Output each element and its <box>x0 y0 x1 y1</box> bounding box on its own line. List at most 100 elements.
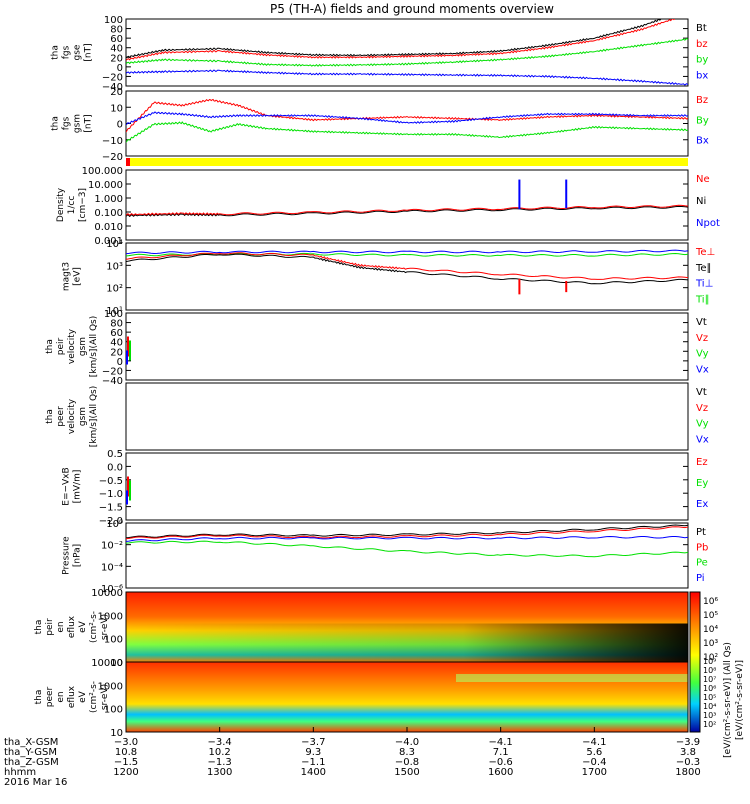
colorbar-tick: 10² <box>703 720 716 729</box>
legend-entry: Pt <box>696 527 706 538</box>
y-tick-label: 0.0 <box>107 462 123 473</box>
y-tick-label: 100 <box>104 705 123 716</box>
y-axis-label: peir <box>45 618 55 636</box>
y-tick-label: −2.0 <box>99 516 123 527</box>
y-axis-label: tha <box>45 339 55 354</box>
series-line <box>126 540 688 558</box>
y-tick-label: 1.000 <box>94 194 123 205</box>
y-axis-label: tha <box>45 409 55 424</box>
y-tick-label: 1000 <box>98 611 123 622</box>
legend-entry: Vt <box>696 387 707 398</box>
panel-efield: E=−VxB [mV/m] 0.5 0.0 −0.5 −1.0 −1.5 −2.0 Ez Ey Ex <box>62 449 709 527</box>
x-row-value: −3.9 <box>676 737 700 748</box>
y-axis-label: eflux <box>67 685 77 708</box>
panel-frame <box>125 18 689 87</box>
colorbar-tick: 10⁵ <box>703 693 716 702</box>
y-tick-label: 10³ <box>106 261 123 272</box>
y-tick-label: 20 <box>110 347 123 358</box>
y-axis-label: gsm <box>78 407 88 426</box>
x-row-value: 1700 <box>582 767 607 778</box>
y-axis-label: tha <box>34 620 44 635</box>
y-tick-label: 20 <box>110 87 123 98</box>
x-row-value: 1400 <box>301 767 326 778</box>
colorbar-tick: 10⁶ <box>703 684 716 693</box>
legend-entry: Vz <box>696 333 708 344</box>
y-axis-label: eV <box>78 620 88 633</box>
y-axis-label: 1/cc <box>67 196 77 215</box>
x-row-value: −4.1 <box>489 737 513 748</box>
y-axis-label: [eV] <box>73 267 83 286</box>
x-row-value: −4.1 <box>582 737 606 748</box>
y-axis-label: [nT] <box>84 114 94 132</box>
spectrogram <box>126 662 688 732</box>
panel-peer_velocity: tha peer velocity gsm [km/s](All Qs) Vt Vz Vy Vx <box>45 382 709 451</box>
y-tick-label: −40 <box>102 376 123 387</box>
y-axis-label: tha <box>34 690 44 705</box>
y-axis-label: [nT] <box>84 43 94 61</box>
colorbar <box>689 591 701 733</box>
legend-entry: Vy <box>696 419 709 430</box>
spectrogram-dark <box>126 623 688 662</box>
legend-entry: Ti∥ <box>695 294 710 305</box>
y-tick-label: 10000 <box>91 588 123 599</box>
y-tick-label: 10000 <box>91 658 123 669</box>
y-tick-label: 10⁻⁶ <box>101 584 123 595</box>
x-row-label: tha_X-GSM <box>4 737 58 748</box>
x-row-label: tha_Y-GSM <box>4 747 57 758</box>
x-row-value: −0.3 <box>676 757 700 768</box>
colorbar-tick: 10⁴ <box>703 702 716 711</box>
legend-entry: Ez <box>696 457 708 468</box>
y-axis-label: tha <box>51 116 61 131</box>
x-row-value: −0.8 <box>395 757 419 768</box>
status-bar-red <box>126 158 130 166</box>
panel-frame <box>125 312 689 381</box>
y-axis-label: eflux <box>67 615 77 638</box>
panel-peir_velocity: tha peir velocity gsm [km/s](All Qs) 10080604… <box>45 309 709 387</box>
y-tick-label: 100.000 <box>82 166 123 177</box>
x-row-label: hhmm <box>4 767 36 778</box>
y-axis-label: en <box>56 691 66 702</box>
legend-entry: Ey <box>696 478 708 489</box>
legend-entry: Pe <box>696 558 708 569</box>
y-axis-label: peer <box>45 686 55 707</box>
legend-entry: by <box>696 55 708 66</box>
y-tick-label: 40 <box>110 338 123 349</box>
y-tick-label: 10 <box>110 728 123 739</box>
legend-entry: Vz <box>696 403 708 414</box>
y-tick-label: 10¹ <box>106 306 123 317</box>
series-line <box>126 38 688 67</box>
plot-title: P5 (TH-A) fields and ground moments over… <box>270 2 554 16</box>
y-axis-label: eV <box>78 690 88 703</box>
y-axis-label: (cm²-s- <box>89 611 99 643</box>
panel-pressure: Pressure [nPa] 10⁰ 10⁻² 10⁻⁴ 10⁻⁶ Pt Pb Pe Pi <box>62 519 709 595</box>
panel-peir_spec: tha peir en eflux eV (cm²-s-sr-eV) 10000 1000 10… <box>34 588 689 669</box>
y-tick-label: 80 <box>110 25 123 36</box>
y-tick-label: 10⁻² <box>101 541 123 552</box>
x-row-value: −1.3 <box>208 757 232 768</box>
y-axis-label: [km/s](All Qs) <box>89 316 99 378</box>
y-axis-label: tha <box>51 45 61 60</box>
series-line <box>126 249 688 255</box>
x-row-value: 1600 <box>488 767 513 778</box>
legend-entry: Vx <box>696 434 709 445</box>
series-line <box>126 253 688 285</box>
colorbar-tick: 10² <box>703 653 718 663</box>
y-axis-label: en <box>56 621 66 632</box>
series-line <box>126 252 688 280</box>
colorbar-tick: 10⁷ <box>703 675 716 684</box>
x-row-value: 10.8 <box>115 747 137 758</box>
y-axis-label: peer <box>56 406 66 427</box>
y-tick-label: −20 <box>102 72 123 83</box>
y-axis-label: velocity <box>67 328 77 364</box>
x-row-value: −3.4 <box>208 737 232 748</box>
panel-frame <box>125 90 689 157</box>
panel-frame <box>125 522 689 589</box>
spectrogram-band <box>456 674 688 682</box>
y-tick-label: −1.0 <box>99 489 123 500</box>
series-line <box>126 19 664 59</box>
legend-entry: Vy <box>696 349 709 360</box>
x-row-value: −0.4 <box>582 757 606 768</box>
series-line <box>126 69 688 86</box>
